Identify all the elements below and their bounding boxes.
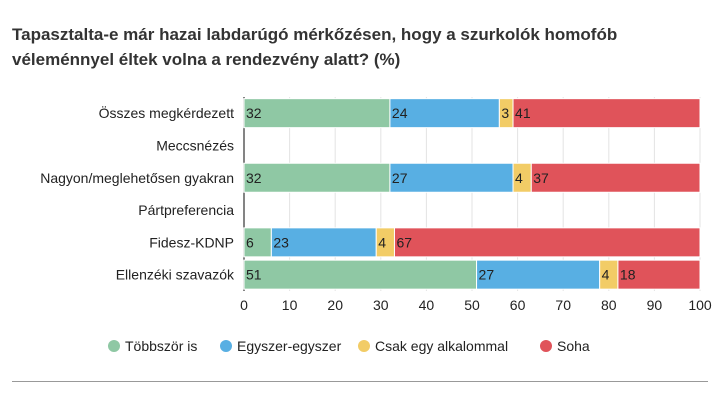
data-label: 27 <box>479 267 495 283</box>
x-tick-label: 20 <box>327 297 343 313</box>
data-label: 32 <box>246 170 262 186</box>
bar-segment <box>243 162 391 193</box>
x-tick-label: 100 <box>688 297 712 313</box>
x-tick-label: 10 <box>282 297 298 313</box>
data-label: 27 <box>392 170 408 186</box>
data-label: 23 <box>273 234 289 250</box>
bar-segment <box>243 98 391 129</box>
category-label: Ellenzéki szavazók <box>116 267 235 283</box>
category-label: Nagyon/meglehetősen gyakran <box>40 170 234 186</box>
legend-marker <box>540 340 552 352</box>
bar-segment <box>389 98 500 129</box>
data-label: 4 <box>378 234 386 250</box>
legend-marker <box>358 340 370 352</box>
legend-label: Egyszer-egyszer <box>237 338 342 354</box>
category-labels: Összes megkérdezett Meccsnézés Nagyon/megl… <box>40 104 235 283</box>
data-label: 37 <box>533 170 549 186</box>
data-label: 6 <box>246 234 254 250</box>
x-tick-labels: 0 10 20 30 40 50 60 70 80 90 100 <box>240 297 712 313</box>
bar-segment <box>243 227 272 258</box>
bar-segment <box>617 259 701 290</box>
legend-label: Többször is <box>125 338 197 354</box>
x-tick-label: 80 <box>601 297 617 313</box>
bar-segment <box>530 162 701 193</box>
bar-segment <box>389 162 514 193</box>
legend: Többször is Egyszer-egyszer Csak egy alkal… <box>108 338 590 354</box>
x-tick-label: 90 <box>647 297 663 313</box>
bar-segment <box>243 259 478 290</box>
category-label: Pártpreferencia <box>138 202 234 218</box>
legend-label: Csak egy alkalommal <box>375 338 508 354</box>
legend-marker <box>108 340 120 352</box>
bar-segment <box>476 259 601 290</box>
category-label: Meccsnézés <box>156 137 234 153</box>
data-label: 3 <box>501 105 509 121</box>
divider <box>12 381 708 382</box>
data-label: 4 <box>515 170 523 186</box>
bar-segment <box>512 98 701 129</box>
chart-title: Tapasztalta-e már hazai labdarúgó mérkőz… <box>12 25 618 69</box>
bar-segment <box>393 227 701 258</box>
data-label: 41 <box>515 105 531 121</box>
bars: 32 24 3 41 32 27 4 37 6 23 4 67 51 27 4 18 <box>243 98 701 290</box>
x-tick-label: 60 <box>510 297 526 313</box>
x-tick-label: 70 <box>555 297 571 313</box>
legend-marker <box>220 340 232 352</box>
legend-label: Soha <box>557 338 590 354</box>
data-label: 51 <box>246 267 262 283</box>
category-label: Fidesz-KDNP <box>149 234 234 250</box>
x-tick-label: 0 <box>240 297 248 313</box>
data-label: 24 <box>392 105 408 121</box>
category-label: Összes megkérdezett <box>99 104 234 121</box>
bar-segment <box>270 227 377 258</box>
x-tick-label: 30 <box>373 297 389 313</box>
data-label: 32 <box>246 105 262 121</box>
x-tick-label: 40 <box>419 297 435 313</box>
data-label: 67 <box>396 234 412 250</box>
x-tick-label: 50 <box>464 297 480 313</box>
data-label: 18 <box>620 267 636 283</box>
data-label: 4 <box>602 267 610 283</box>
gridlines <box>243 97 701 291</box>
